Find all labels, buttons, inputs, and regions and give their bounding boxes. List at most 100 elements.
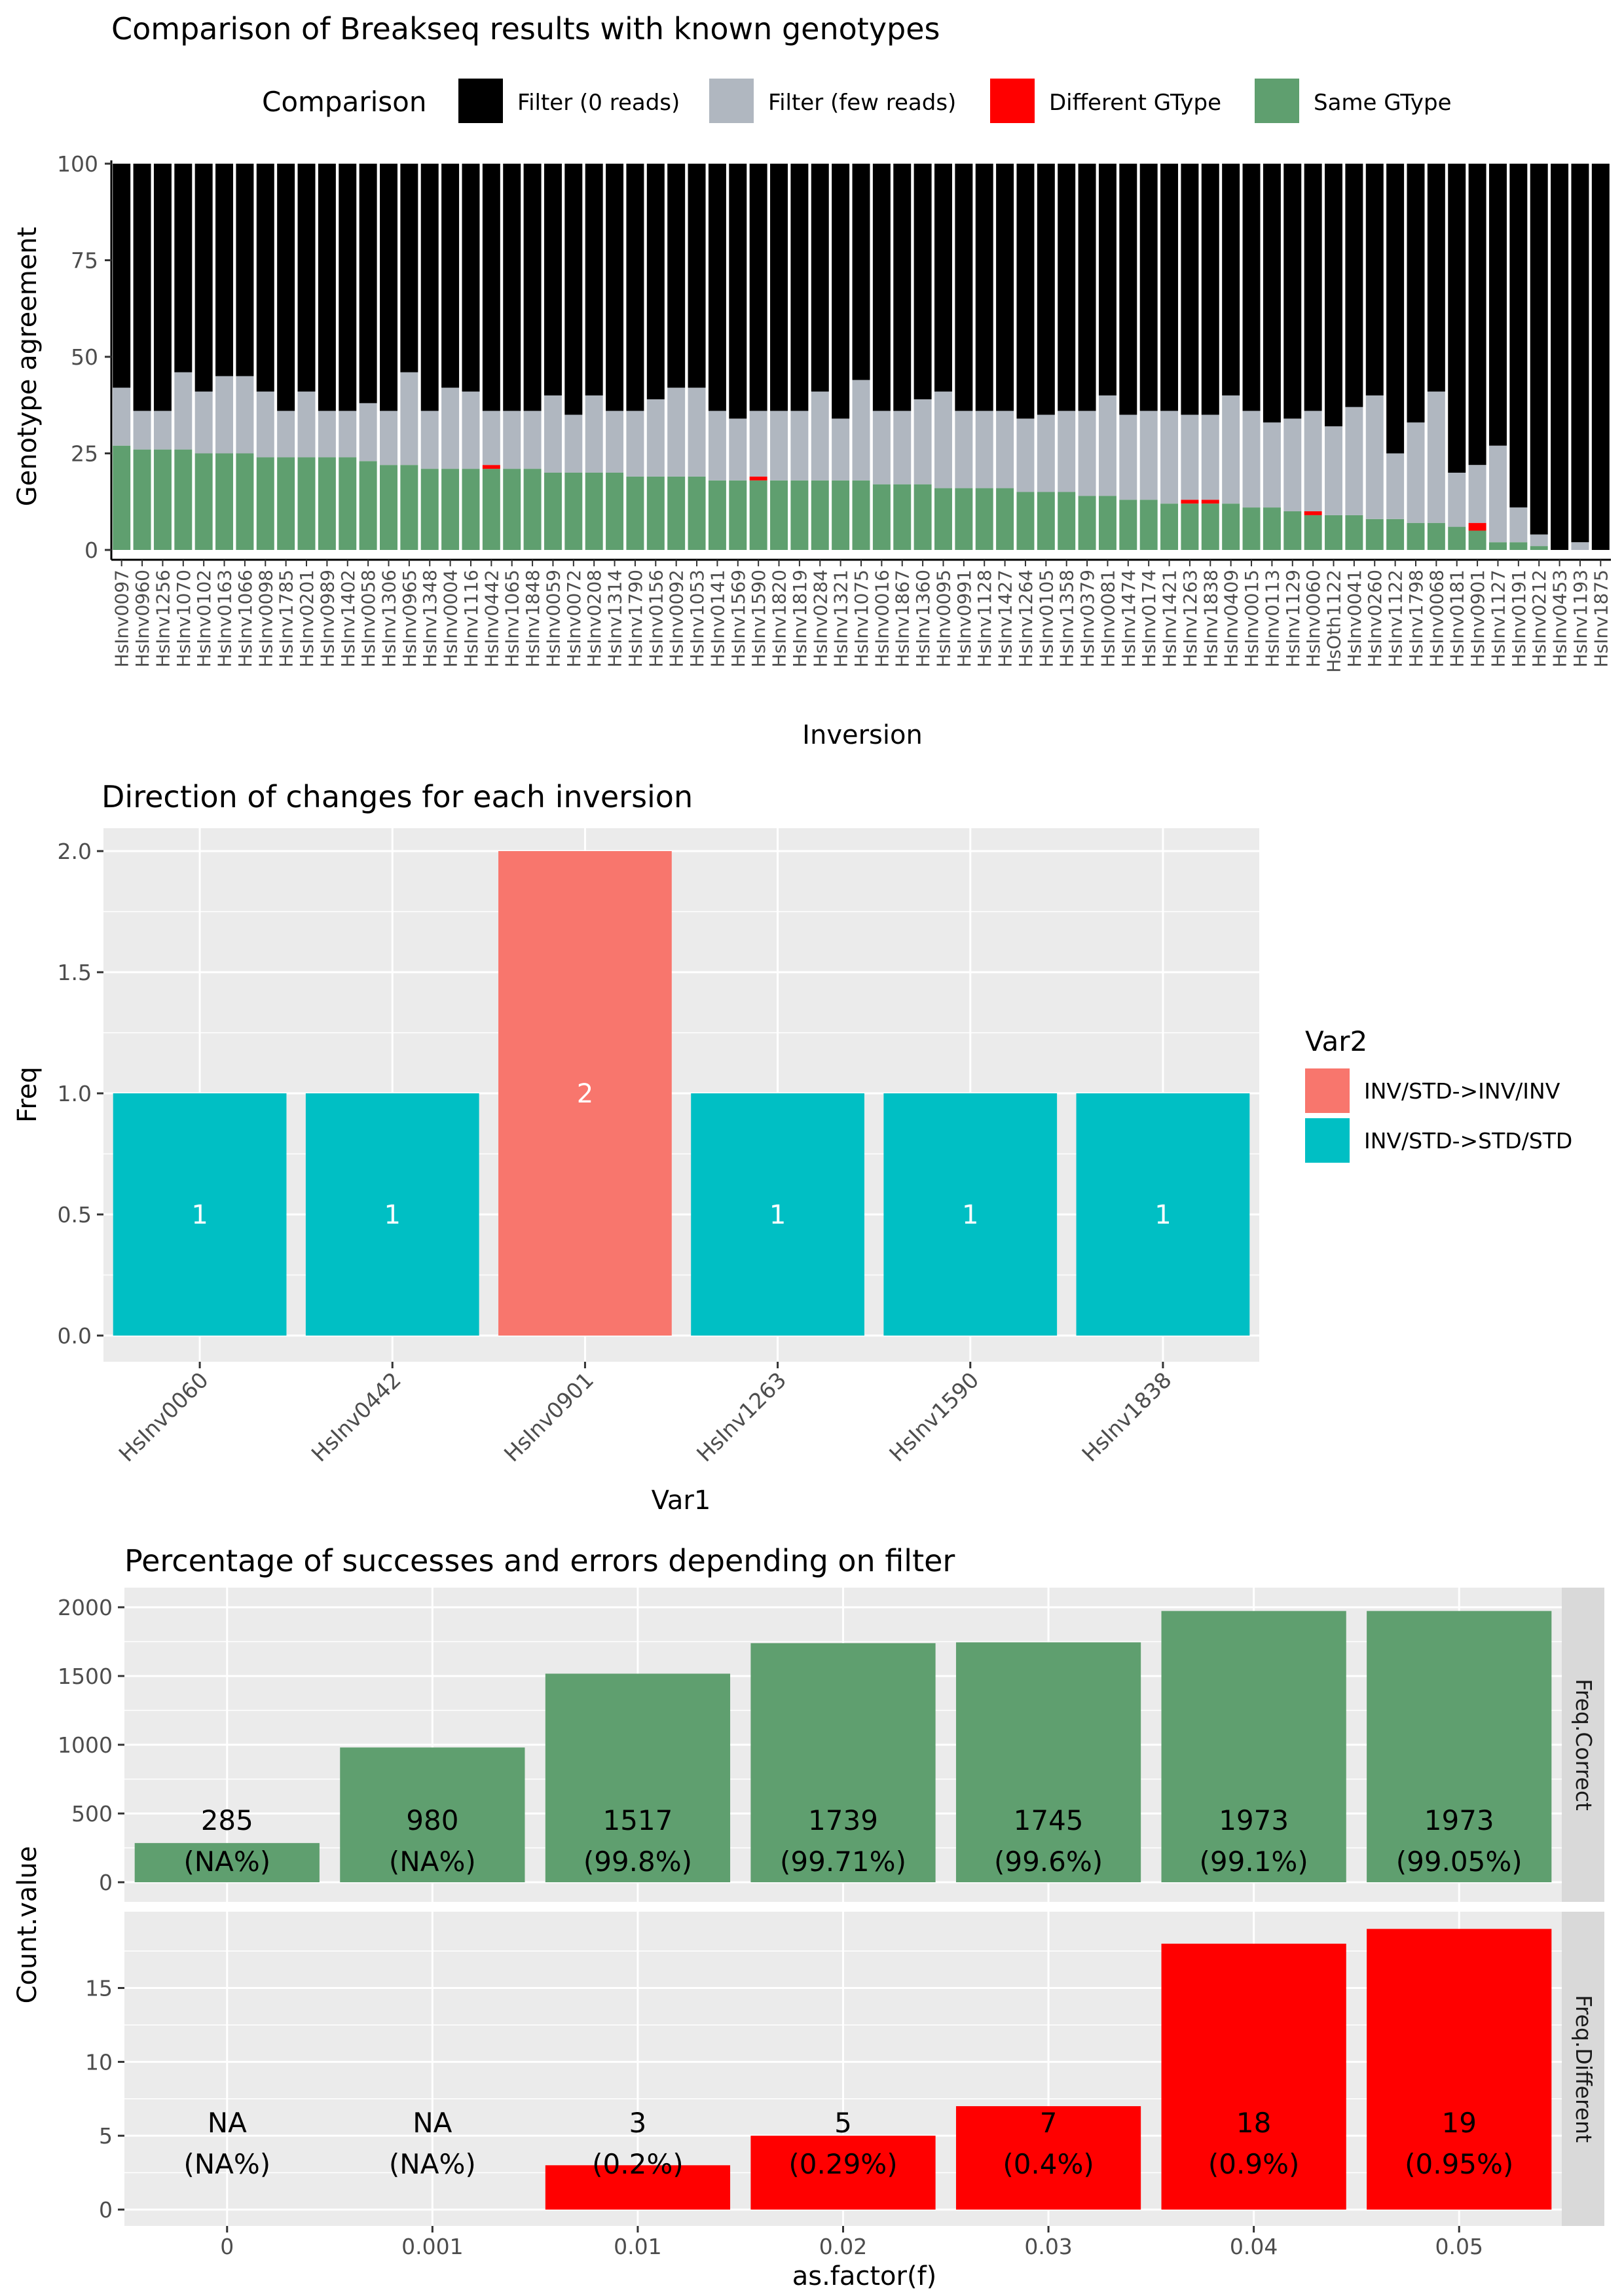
x-tick-label: HsInv0901 [499, 1367, 599, 1467]
bar-segment [749, 164, 767, 411]
bar-segment [585, 473, 603, 550]
bar-count-label: 7 [1040, 2107, 1058, 2139]
legend-key [1305, 1068, 1350, 1113]
x-tick-label: HsInv0060 [1302, 570, 1324, 667]
bar-segment [1181, 164, 1199, 415]
x-tick-label: HsInv0163 [214, 570, 236, 667]
y-tick-label: 1.5 [58, 960, 92, 985]
bar-segment [1427, 164, 1445, 392]
bar-segment [523, 410, 542, 469]
bar-segment [852, 164, 870, 380]
bar-segment [1304, 410, 1322, 511]
bar-segment [420, 469, 439, 550]
bar-segment [1345, 164, 1363, 407]
x-tick-label: HsInv1263 [692, 1367, 791, 1467]
bar-segment [811, 480, 829, 550]
bar-segment [1325, 164, 1342, 427]
x-tick-label: HsInv1402 [337, 570, 359, 667]
bar-segment [277, 164, 295, 411]
y-tick-label: 75 [71, 248, 98, 274]
chart3-x-axis-label: as.factor(f) [792, 2261, 937, 2291]
chart1-legend: Comparison Filter (0 reads) Filter (few re… [262, 79, 1452, 123]
bar-segment [1386, 164, 1405, 454]
y-tick-label: 100 [57, 151, 98, 177]
bar-segment [975, 488, 993, 550]
bar-segment [194, 392, 213, 454]
bar-segment [544, 395, 562, 473]
bar-segment [113, 445, 131, 550]
x-tick-label: HsInv0102 [193, 570, 215, 667]
bar-segment [1037, 492, 1055, 550]
y-tick-label: 1.0 [58, 1081, 92, 1106]
bar [1161, 1611, 1346, 1882]
bar-segment [1181, 500, 1199, 504]
bar-percent-label: (99.71%) [780, 1846, 906, 1878]
bar-segment [153, 410, 172, 450]
bar-segment [646, 476, 665, 550]
bar-segment [770, 480, 788, 550]
bar-segment [1160, 503, 1179, 550]
bar [691, 1093, 864, 1336]
x-tick-label: HsInv1785 [276, 570, 297, 667]
x-tick-label: HsInv0041 [1344, 570, 1365, 667]
bar-segment [852, 380, 870, 481]
x-tick-label: HsInv1053 [686, 570, 708, 667]
bar-segment [482, 164, 500, 411]
bar-segment [523, 164, 542, 411]
bar-segment [1468, 530, 1486, 550]
bar-segment [688, 388, 706, 477]
bar-segment [113, 164, 131, 388]
x-tick-label: HsInv0191 [1508, 570, 1530, 667]
bar-segment [1530, 546, 1548, 550]
y-tick-label: 0.5 [58, 1202, 92, 1228]
bar-segment [708, 480, 726, 550]
bar-count-label: 980 [406, 1804, 458, 1836]
bar-count-label: NA [208, 2107, 247, 2139]
bar-segment [852, 480, 870, 550]
x-tick-label: HsInv0015 [1241, 570, 1263, 667]
bar-segment [1037, 414, 1055, 492]
chart2-title: Direction of changes for each inversion [101, 779, 693, 814]
x-tick-label: HsInv1790 [625, 570, 646, 667]
y-tick-label: 0 [99, 2197, 113, 2223]
x-tick-label: HsInv1065 [502, 570, 523, 667]
bar-segment [667, 388, 686, 477]
bar-segment [1345, 407, 1363, 515]
bar-value-label: 2 [577, 1079, 593, 1109]
bar-segment [1551, 164, 1569, 550]
bar-segment [708, 410, 726, 481]
bar-segment [544, 164, 562, 395]
x-tick-label: HsInv0965 [399, 570, 420, 667]
bar-segment [297, 392, 316, 458]
legend-label: Filter (few reads) [768, 90, 956, 116]
x-tick-label: HsInv0208 [583, 570, 605, 667]
bar-value-label: 1 [191, 1200, 208, 1230]
x-tick-label: HsInv1875 [1590, 570, 1612, 667]
bar [134, 1843, 320, 1882]
bar-segment [770, 164, 788, 411]
x-tick-label: HsInv1127 [1487, 570, 1509, 667]
bar-segment [790, 164, 809, 411]
bar-value-label: 1 [384, 1200, 401, 1230]
y-tick-label: 0 [84, 538, 98, 563]
bar-segment [1571, 164, 1589, 543]
bar-segment [1427, 392, 1445, 523]
x-tick-label: HsInv1122 [1385, 570, 1407, 667]
bar-segment [811, 164, 829, 392]
bar-segment [194, 453, 213, 550]
genotype-agreement-chart: Comparison of Breakseq results with know… [12, 11, 1612, 750]
bar-segment [297, 457, 316, 550]
bar-segment [832, 480, 850, 550]
bar-segment [153, 164, 172, 411]
bar-segment [934, 488, 952, 550]
x-tick-label: HsInv0442 [306, 1367, 406, 1467]
x-tick-label: HsInv1348 [419, 570, 441, 667]
bar-percent-label: (NA%) [183, 1846, 270, 1878]
x-tick-label: 0.05 [1435, 2234, 1483, 2259]
bar-segment [503, 410, 521, 469]
y-tick-label: 10 [85, 2049, 113, 2075]
bar-segment [1407, 522, 1425, 550]
x-tick-label: HsInv0442 [481, 570, 502, 667]
bar-percent-label: (0.29%) [788, 2148, 897, 2180]
bar-segment [359, 461, 377, 550]
